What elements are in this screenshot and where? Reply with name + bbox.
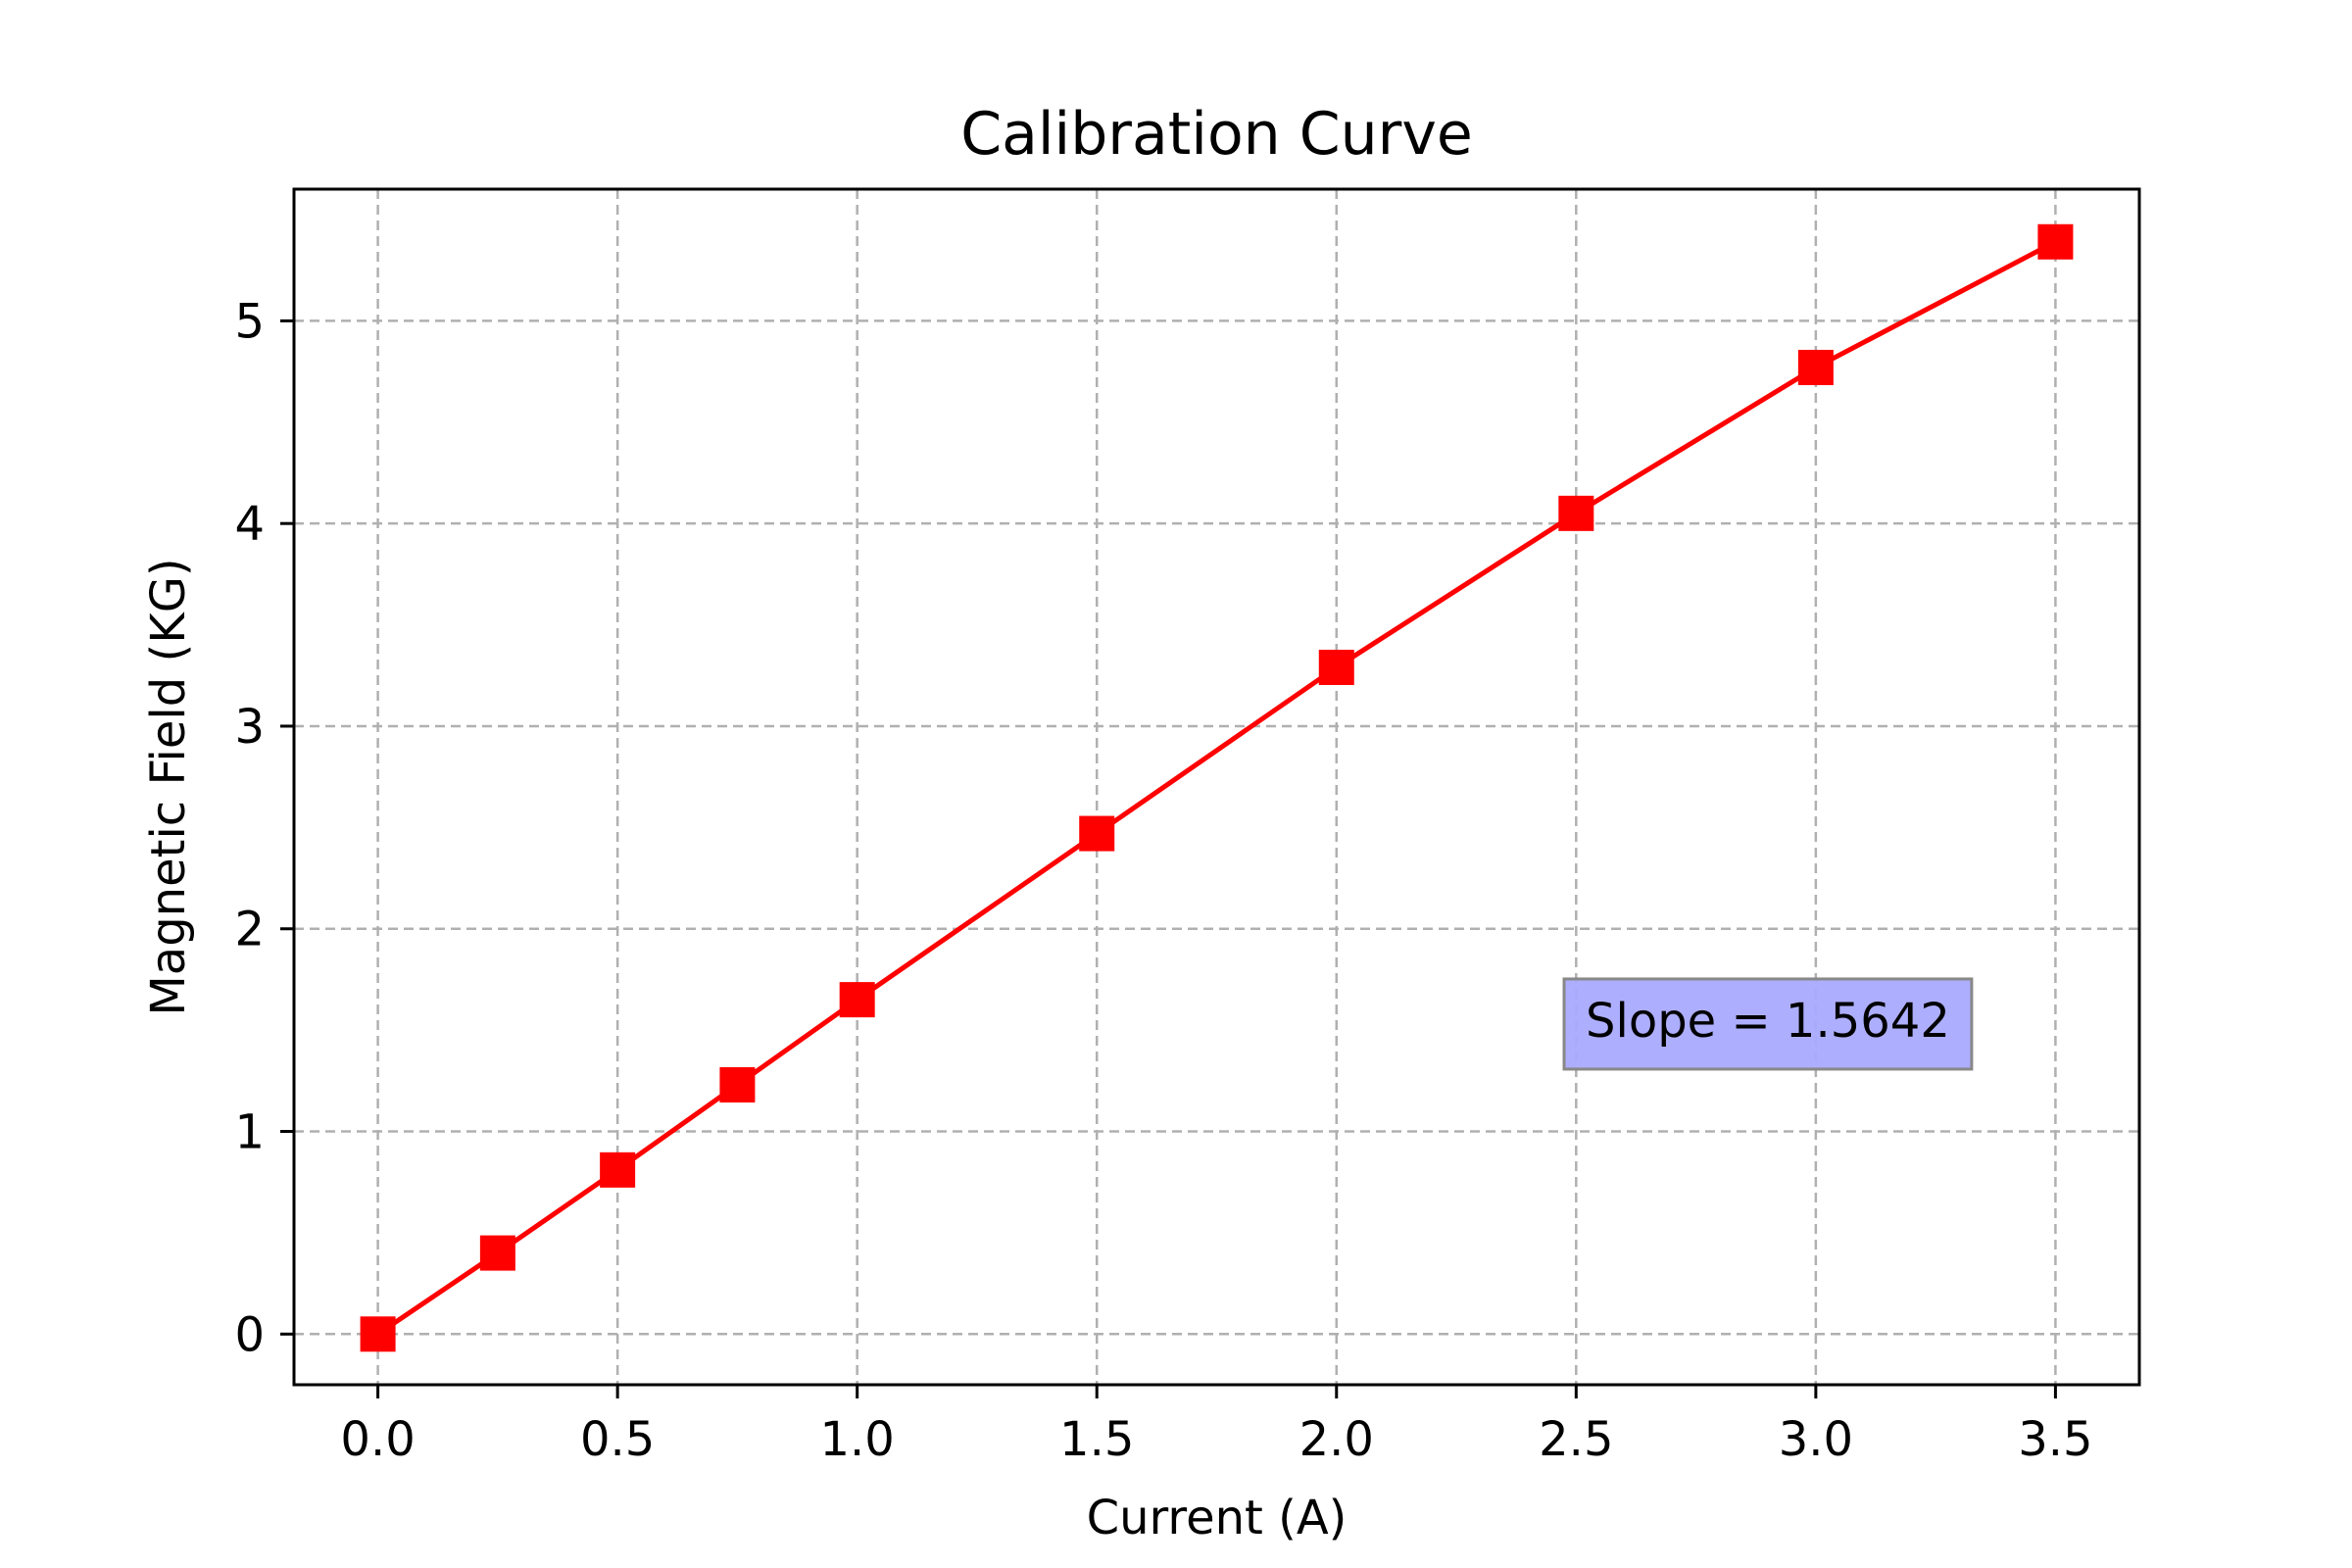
data-series (360, 223, 2074, 1352)
slope-annotation-box (1562, 977, 1974, 1071)
data-point-3 (719, 1066, 756, 1102)
x-tick-label-6: 3.0 (1779, 1412, 1853, 1467)
slope-annotation: Slope = 1.5642 (1586, 994, 1950, 1049)
chart-title: Calibration Curve (960, 100, 1473, 169)
y-axis-label: Magnetic Field (KG) (141, 558, 196, 1015)
data-point-2 (600, 1152, 636, 1188)
data-point-7 (1558, 495, 1594, 531)
y-tick-label-4: 4 (234, 497, 265, 552)
data-point-6 (1318, 650, 1354, 685)
x-tick-label-4: 2.0 (1299, 1412, 1374, 1467)
data-point-0 (360, 1316, 396, 1352)
x-tick-label-7: 3.5 (2018, 1412, 2092, 1467)
y-tick-label-5: 5 (234, 294, 265, 349)
plot-frame (292, 187, 2141, 1387)
x-axis-label: Current (A) (1087, 1491, 1348, 1545)
y-tick-label-1: 1 (234, 1105, 265, 1160)
x-tick-label-3: 1.5 (1059, 1412, 1134, 1467)
data-point-5 (1079, 815, 1115, 852)
annotation-group: Slope = 1.5642 (1562, 977, 1974, 1071)
x-tick-label-5: 2.5 (1539, 1412, 1613, 1467)
x-axis-ticks: 0.0 0.5 1.0 1.5 2.0 2.5 3.0 3.5 (340, 1385, 2093, 1467)
y-tick-label-3: 3 (234, 700, 265, 755)
y-tick-label-0: 0 (234, 1307, 265, 1362)
data-point-9 (2037, 223, 2074, 260)
x-tick-label-2: 1.0 (820, 1412, 895, 1467)
data-point-1 (479, 1235, 515, 1271)
x-tick-label-1: 0.5 (580, 1412, 655, 1467)
x-tick-label-0: 0.0 (340, 1412, 415, 1467)
data-point-4 (839, 982, 875, 1018)
y-axis-ticks: 0 1 2 3 4 5 (234, 294, 294, 1362)
data-point-8 (1797, 349, 1834, 385)
series-line-0 (376, 239, 2057, 1337)
y-tick-label-2: 2 (234, 903, 265, 957)
